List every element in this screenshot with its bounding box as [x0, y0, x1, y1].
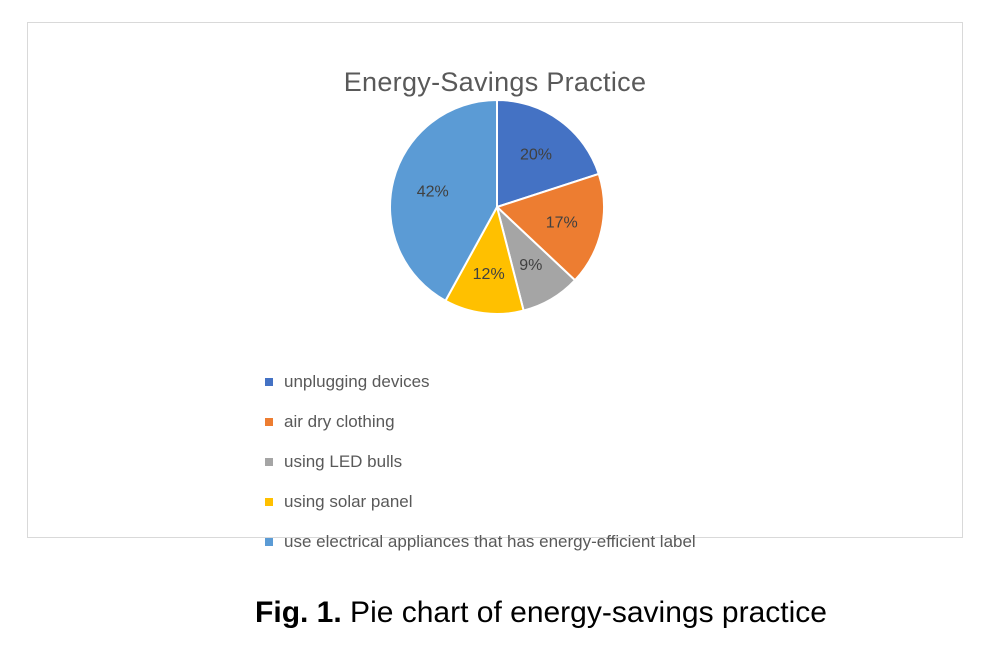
legend-swatch	[265, 418, 273, 426]
legend-item: unplugging devices	[265, 362, 696, 402]
legend-swatch	[265, 538, 273, 546]
legend-label: air dry clothing	[284, 412, 395, 431]
figure-caption: Fig. 1. Pie chart of energy-savings prac…	[0, 596, 994, 630]
slice-data-label: 42%	[417, 184, 449, 201]
legend-label: unplugging devices	[284, 372, 430, 391]
slice-data-label: 17%	[546, 214, 578, 231]
legend-item: air dry clothing	[265, 402, 696, 442]
legend-label: using solar panel	[284, 492, 413, 511]
legend-swatch	[265, 498, 273, 506]
caption-prefix: Fig. 1.	[255, 596, 342, 629]
pie-slice	[496, 98, 601, 209]
legend-swatch	[265, 378, 273, 386]
chart-title: Energy-Savings Practice	[343, 67, 647, 97]
caption-text: Pie chart of energy-savings practice	[341, 596, 827, 629]
legend-label: use electrical appliances that has energ…	[284, 532, 696, 551]
chart-legend: unplugging devices air dry clothing using …	[265, 362, 696, 562]
pie-slice	[389, 98, 498, 303]
pie-chart: 20% 17% 9% 12% 42%	[389, 98, 605, 315]
legend-label: using LED bulls	[284, 452, 403, 471]
slice-data-label: 20%	[520, 146, 552, 163]
legend-item: use electrical appliances that has energ…	[265, 522, 696, 562]
pie-slice	[495, 172, 605, 282]
legend-item: using LED bulls	[265, 442, 696, 482]
chart-area: Energy-Savings Practice 20% 17% 9% 12% 42% u…	[27, 22, 963, 551]
slice-data-label: 9%	[519, 257, 542, 274]
legend-item: using solar panel	[265, 482, 696, 522]
pie-slice	[444, 204, 525, 315]
legend-swatch	[265, 458, 273, 466]
slice-data-label: 12%	[473, 266, 505, 283]
